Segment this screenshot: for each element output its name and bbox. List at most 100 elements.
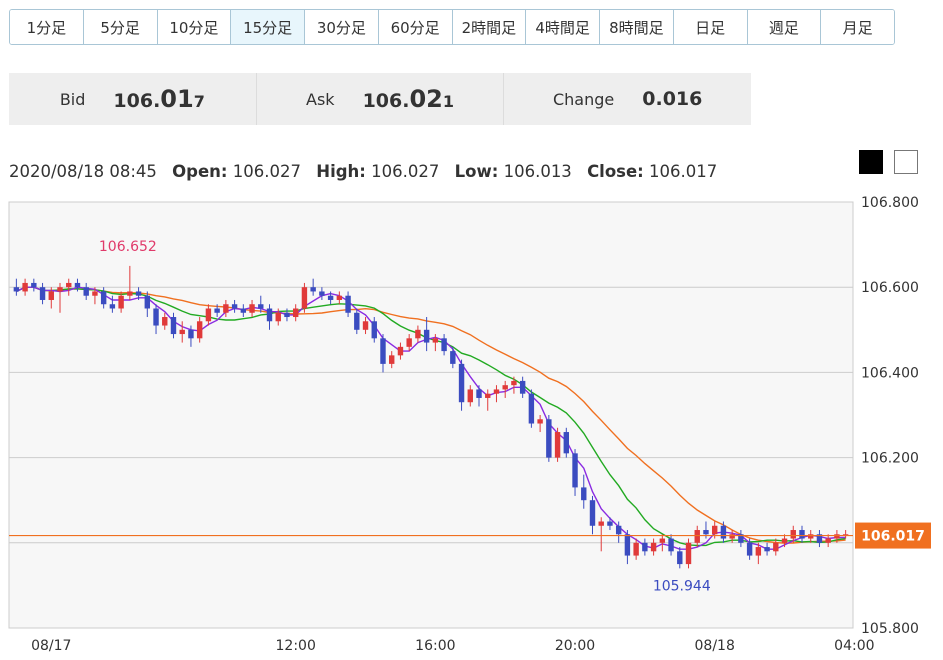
- candle-body: [319, 291, 325, 296]
- candle-body: [764, 547, 770, 552]
- ma-short-line: [16, 286, 846, 550]
- candle-body: [458, 363, 465, 403]
- bid-label: Bid: [59, 89, 86, 109]
- candle-body: [284, 312, 290, 318]
- price-chart[interactable]: 106.800106.600106.400106.200106.000105.8…: [0, 190, 943, 660]
- candle-body: [162, 317, 168, 326]
- candle-body: [546, 419, 552, 458]
- candle-body: [57, 287, 63, 292]
- tab-timeframe-1[interactable]: 5分足: [83, 10, 158, 44]
- candle-body: [773, 542, 779, 552]
- candle-body: [188, 329, 194, 339]
- change-value: 0.016: [642, 88, 703, 110]
- tab-timeframe-10[interactable]: 週足: [747, 10, 822, 44]
- close-label: Close:: [587, 162, 644, 181]
- candle-body: [450, 351, 456, 364]
- candle-body: [135, 291, 142, 296]
- candle-body: [48, 291, 54, 300]
- tab-timeframe-11[interactable]: 月足: [821, 10, 894, 44]
- candle-body: [144, 295, 151, 309]
- tab-timeframe-4[interactable]: 30分足: [305, 10, 379, 44]
- candle-body: [668, 538, 674, 552]
- tab-timeframe-3[interactable]: 15分足: [231, 10, 305, 44]
- candle-body: [179, 329, 185, 335]
- x-tick-label: 04:00: [834, 638, 874, 654]
- x-tick-label: 08/17: [31, 638, 71, 654]
- candle-body: [362, 321, 369, 330]
- candle-body: [572, 453, 578, 488]
- candle-body: [39, 287, 46, 300]
- candle-body: [624, 534, 631, 556]
- last-price-tag: [855, 522, 931, 549]
- candle-body: [83, 287, 89, 296]
- tab-timeframe-9[interactable]: 日足: [673, 10, 748, 44]
- y-tick-label: 106.400: [861, 365, 919, 381]
- candle-body: [746, 542, 753, 556]
- x-tick-label: 08/18: [695, 638, 735, 654]
- tab-timeframe-7[interactable]: 4時間足: [526, 10, 600, 44]
- candle-body: [345, 295, 351, 313]
- candle-body: [153, 308, 159, 326]
- candle-body: [554, 432, 561, 458]
- candle-body: [729, 534, 735, 539]
- candle-body: [598, 521, 604, 526]
- candle-body: [275, 312, 281, 322]
- candle-body: [109, 304, 116, 309]
- tab-timeframe-0[interactable]: 1分足: [10, 10, 84, 44]
- candle-body: [354, 312, 360, 330]
- light-theme-button[interactable]: [894, 150, 918, 174]
- high-label: High:: [316, 162, 366, 181]
- ohlc-readout: 2020/08/18 08:45 Open: 106.027 High: 106…: [9, 162, 717, 181]
- candle-body: [118, 295, 124, 309]
- candle-body: [781, 538, 788, 543]
- candle-body: [380, 338, 386, 364]
- candle-body: [423, 329, 430, 343]
- tab-timeframe-8[interactable]: 8時間足: [600, 10, 674, 44]
- tab-timeframe-2[interactable]: 10分足: [157, 10, 232, 44]
- low-annotation: 105.944: [653, 579, 711, 595]
- candle-body: [816, 534, 823, 543]
- candle-body: [703, 530, 709, 535]
- y-tick-label: 106.600: [861, 280, 919, 296]
- candle-body: [292, 308, 299, 318]
- x-tick-label: 16:00: [415, 638, 455, 654]
- candle-body: [834, 534, 840, 539]
- high-annotation: 106.652: [99, 239, 157, 255]
- candle-body: [694, 530, 700, 543]
- x-tick-label: 20:00: [555, 638, 595, 654]
- open-label: Open:: [172, 162, 228, 181]
- candle-body: [389, 355, 395, 364]
- candle-body: [711, 525, 718, 535]
- candle-body: [406, 338, 412, 347]
- candle-body: [231, 304, 238, 309]
- candle-body: [92, 291, 98, 296]
- candle-body: [502, 385, 508, 390]
- candle-body: [720, 525, 727, 539]
- low-label: Low:: [454, 162, 499, 181]
- tab-timeframe-6[interactable]: 2時間足: [452, 10, 527, 44]
- change-cell: Change 0.016: [504, 73, 751, 125]
- candle-body: [441, 338, 447, 352]
- candle-body: [310, 287, 316, 292]
- candle-body: [196, 321, 203, 339]
- candle-body: [432, 338, 439, 343]
- candle-body: [677, 551, 683, 565]
- candle-body: [31, 282, 37, 288]
- candle-body: [790, 530, 796, 539]
- y-tick-label: 106.200: [861, 451, 919, 467]
- candle-body: [563, 432, 570, 454]
- candle-body: [336, 295, 343, 300]
- candle-body: [642, 542, 648, 552]
- candle-body: [493, 389, 500, 394]
- candle-body: [397, 346, 404, 356]
- candle-body: [415, 329, 421, 339]
- candle-body: [100, 291, 107, 305]
- dark-theme-button[interactable]: [859, 150, 883, 174]
- candle-body: [214, 308, 220, 313]
- candle-body: [485, 393, 491, 398]
- candle-body: [327, 295, 334, 300]
- timeframe-tabs: 1分足 5分足 10分足 15分足 30分足 60分足 2時間足 4時間足 8時間足 日足 週足 月足: [9, 9, 895, 45]
- candle-body: [13, 287, 20, 292]
- tab-timeframe-5[interactable]: 60分足: [378, 10, 453, 44]
- x-tick-label: 12:00: [276, 638, 316, 654]
